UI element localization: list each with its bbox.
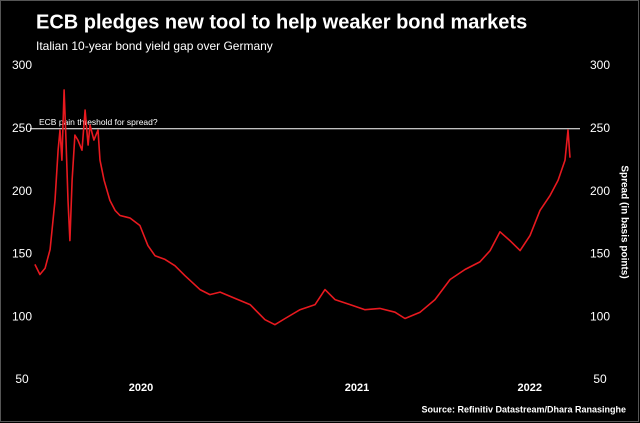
y-tick-label: 300	[12, 58, 32, 72]
line-series	[34, 89, 571, 326]
y-tick-label: 100	[12, 309, 32, 323]
chart-subtitle: Italian 10-year bond yield gap over Germ…	[36, 39, 273, 53]
x-tick-label: 2021	[345, 382, 369, 394]
y2-tick-label: 200	[590, 184, 610, 198]
y-tick-label: 200	[12, 184, 32, 198]
x-tick-label: 2020	[129, 382, 153, 394]
y2-tick-label: 300	[590, 58, 610, 72]
y-tick-label: 250	[12, 121, 32, 135]
chart-title: ECB pledges new tool to help weaker bond…	[36, 11, 527, 33]
y2-tick-label: 250	[590, 121, 610, 135]
y2-axis-label: Spread (in basis points)	[618, 165, 629, 278]
y2-tick-label: 150	[590, 247, 610, 261]
y2-tick-label: 100	[590, 309, 610, 323]
y-tick-label: 150	[12, 247, 32, 261]
y2-tick-label: 50	[593, 372, 607, 386]
x-tick-label: 2022	[518, 382, 542, 394]
y-tick-label: 50	[15, 372, 29, 386]
reference-label: ECB pain threshold for spread?	[39, 117, 158, 127]
source: Source: Refinitiv Datastream/Dhara Ranas…	[421, 404, 626, 414]
